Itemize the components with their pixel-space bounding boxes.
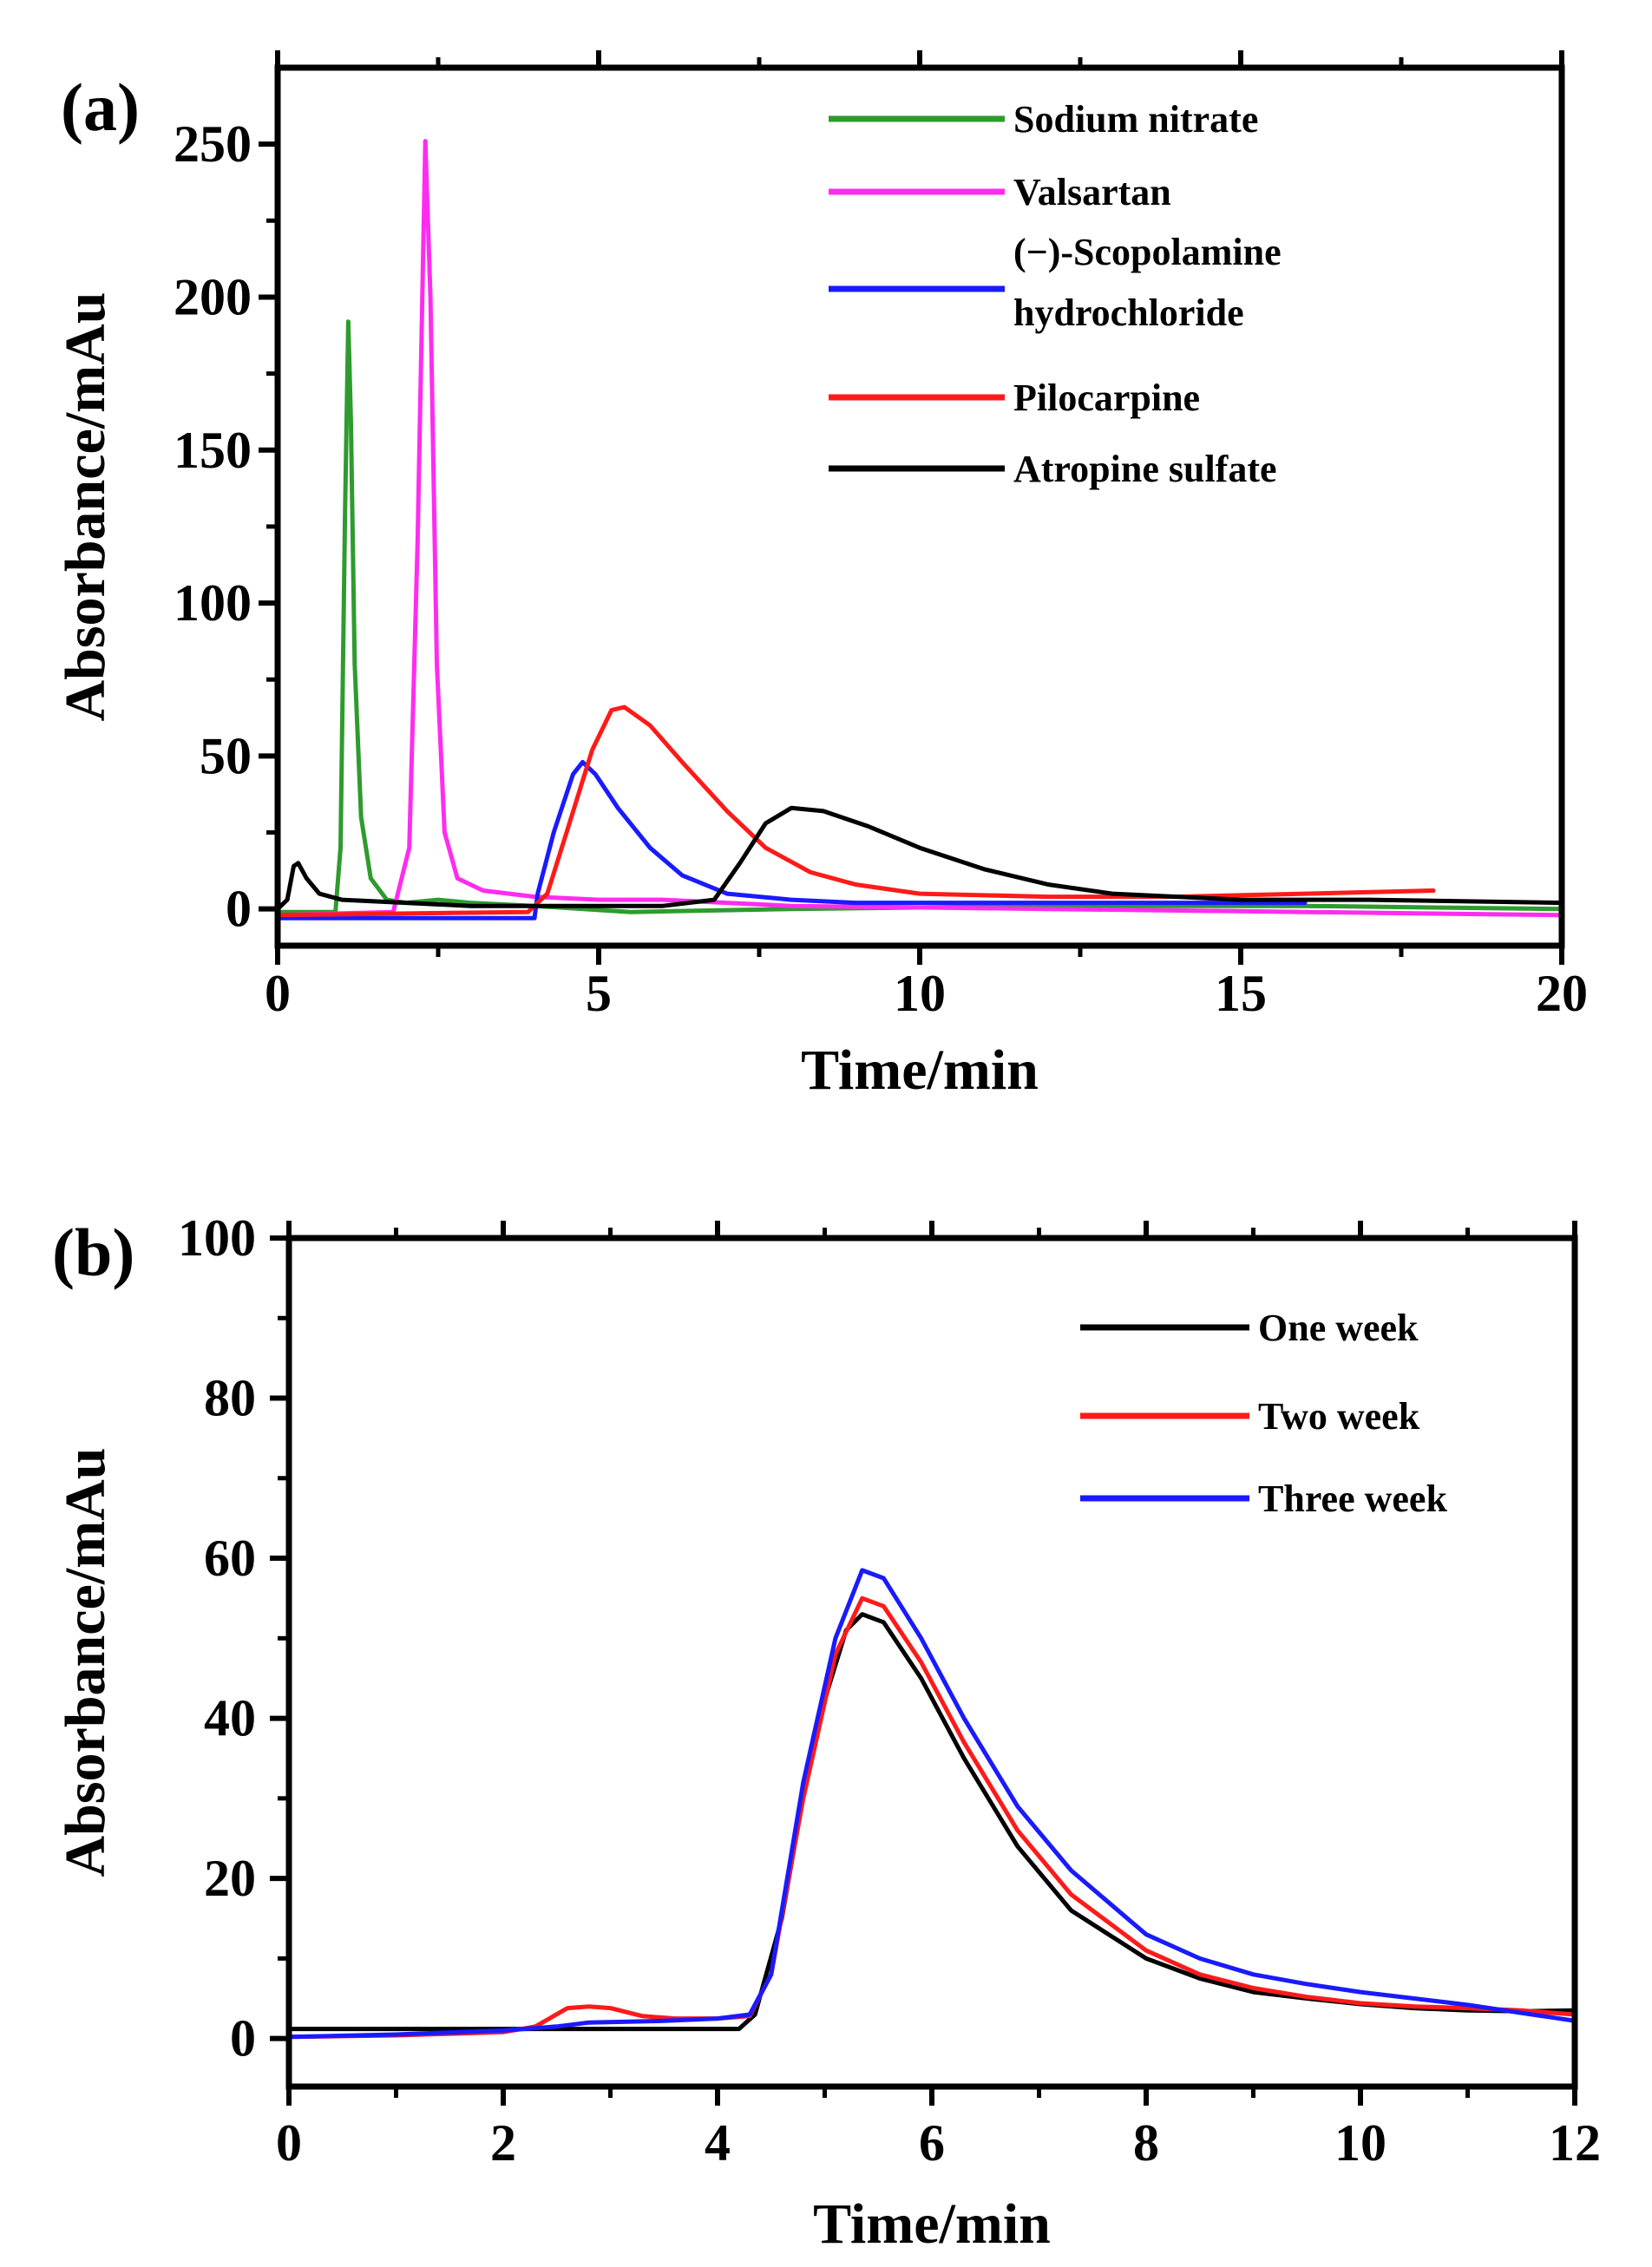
chart-panel-b: 0 2 4 6 8 10 12 0 20 40 60 80 100 Time/min Absorbance/… bbox=[52, 1209, 1601, 2256]
panel-label: (a) bbox=[61, 69, 140, 145]
legend: One week Two week Three week bbox=[1080, 1307, 1447, 1520]
y-tick-label: 150 bbox=[174, 422, 252, 479]
x-tick-label: 0 bbox=[276, 2114, 302, 2172]
plot-frame bbox=[274, 64, 1565, 949]
series-line-2 bbox=[278, 759, 1308, 921]
legend-label: Sodium nitrate bbox=[1013, 98, 1258, 141]
y-tick-label: 40 bbox=[204, 1690, 256, 1747]
series-line-2 bbox=[289, 1568, 1575, 2040]
y-tick-label: 250 bbox=[174, 115, 252, 173]
legend: Sodium nitrate Valsartan (−)-Scopolamine hy… bbox=[829, 98, 1282, 490]
y-tick-label: 0 bbox=[226, 881, 252, 938]
y-tick-label: 0 bbox=[230, 2010, 256, 2067]
y-tick-label: 60 bbox=[204, 1530, 256, 1587]
series-line-4 bbox=[278, 805, 1562, 912]
legend-label: hydrochloride bbox=[1013, 292, 1244, 334]
y-tick-label: 50 bbox=[200, 727, 252, 784]
series-line-1 bbox=[278, 139, 1562, 918]
x-axis-title: Time/min bbox=[801, 1038, 1039, 1102]
legend-label: Three week bbox=[1258, 1477, 1447, 1520]
legend-label: One week bbox=[1258, 1307, 1419, 1349]
x-tick-label: 2 bbox=[490, 2114, 516, 2172]
y-tick-label: 20 bbox=[204, 1850, 256, 1907]
series-line-1 bbox=[289, 1595, 1575, 2040]
series-line-3 bbox=[278, 704, 1436, 918]
chart-panel-a: 0 5 10 15 20050100150200250Time/minAbsorbanc… bbox=[54, 50, 1588, 1102]
x-tick-label: 10 bbox=[894, 965, 946, 1022]
x-tick-label: 10 bbox=[1334, 2114, 1386, 2172]
legend-label: Pilocarpine bbox=[1013, 377, 1200, 419]
y-tick-label: 100 bbox=[174, 574, 252, 632]
y-tick-label: 200 bbox=[174, 268, 252, 325]
x-tick-label: 20 bbox=[1536, 965, 1588, 1022]
y-axis-title: Absorbance/mAu bbox=[54, 292, 117, 721]
y-tick-label: 80 bbox=[204, 1370, 256, 1427]
series-line-0 bbox=[289, 1612, 1575, 2032]
x-tick-label: 0 bbox=[265, 965, 291, 1022]
legend-label: Two week bbox=[1258, 1395, 1420, 1438]
legend-label: (−)-Scopolamine bbox=[1013, 231, 1282, 273]
x-axis-title: Time/min bbox=[813, 2192, 1051, 2256]
y-tick-label: 100 bbox=[178, 1209, 256, 1267]
legend-label: Valsartan bbox=[1013, 171, 1171, 213]
legend-label: Atropine sulfate bbox=[1013, 448, 1277, 490]
x-tick-label: 15 bbox=[1215, 965, 1267, 1022]
x-tick-label: 12 bbox=[1549, 2114, 1601, 2172]
x-tick-label: 6 bbox=[919, 2114, 945, 2172]
y-axis-title: Absorbance/mAu bbox=[54, 1447, 117, 1877]
panel-label: (b) bbox=[52, 1215, 134, 1290]
x-tick-label: 8 bbox=[1133, 2114, 1159, 2172]
x-tick-label: 5 bbox=[586, 965, 612, 1022]
x-tick-label: 4 bbox=[705, 2114, 731, 2172]
series-line-0 bbox=[278, 319, 1562, 914]
